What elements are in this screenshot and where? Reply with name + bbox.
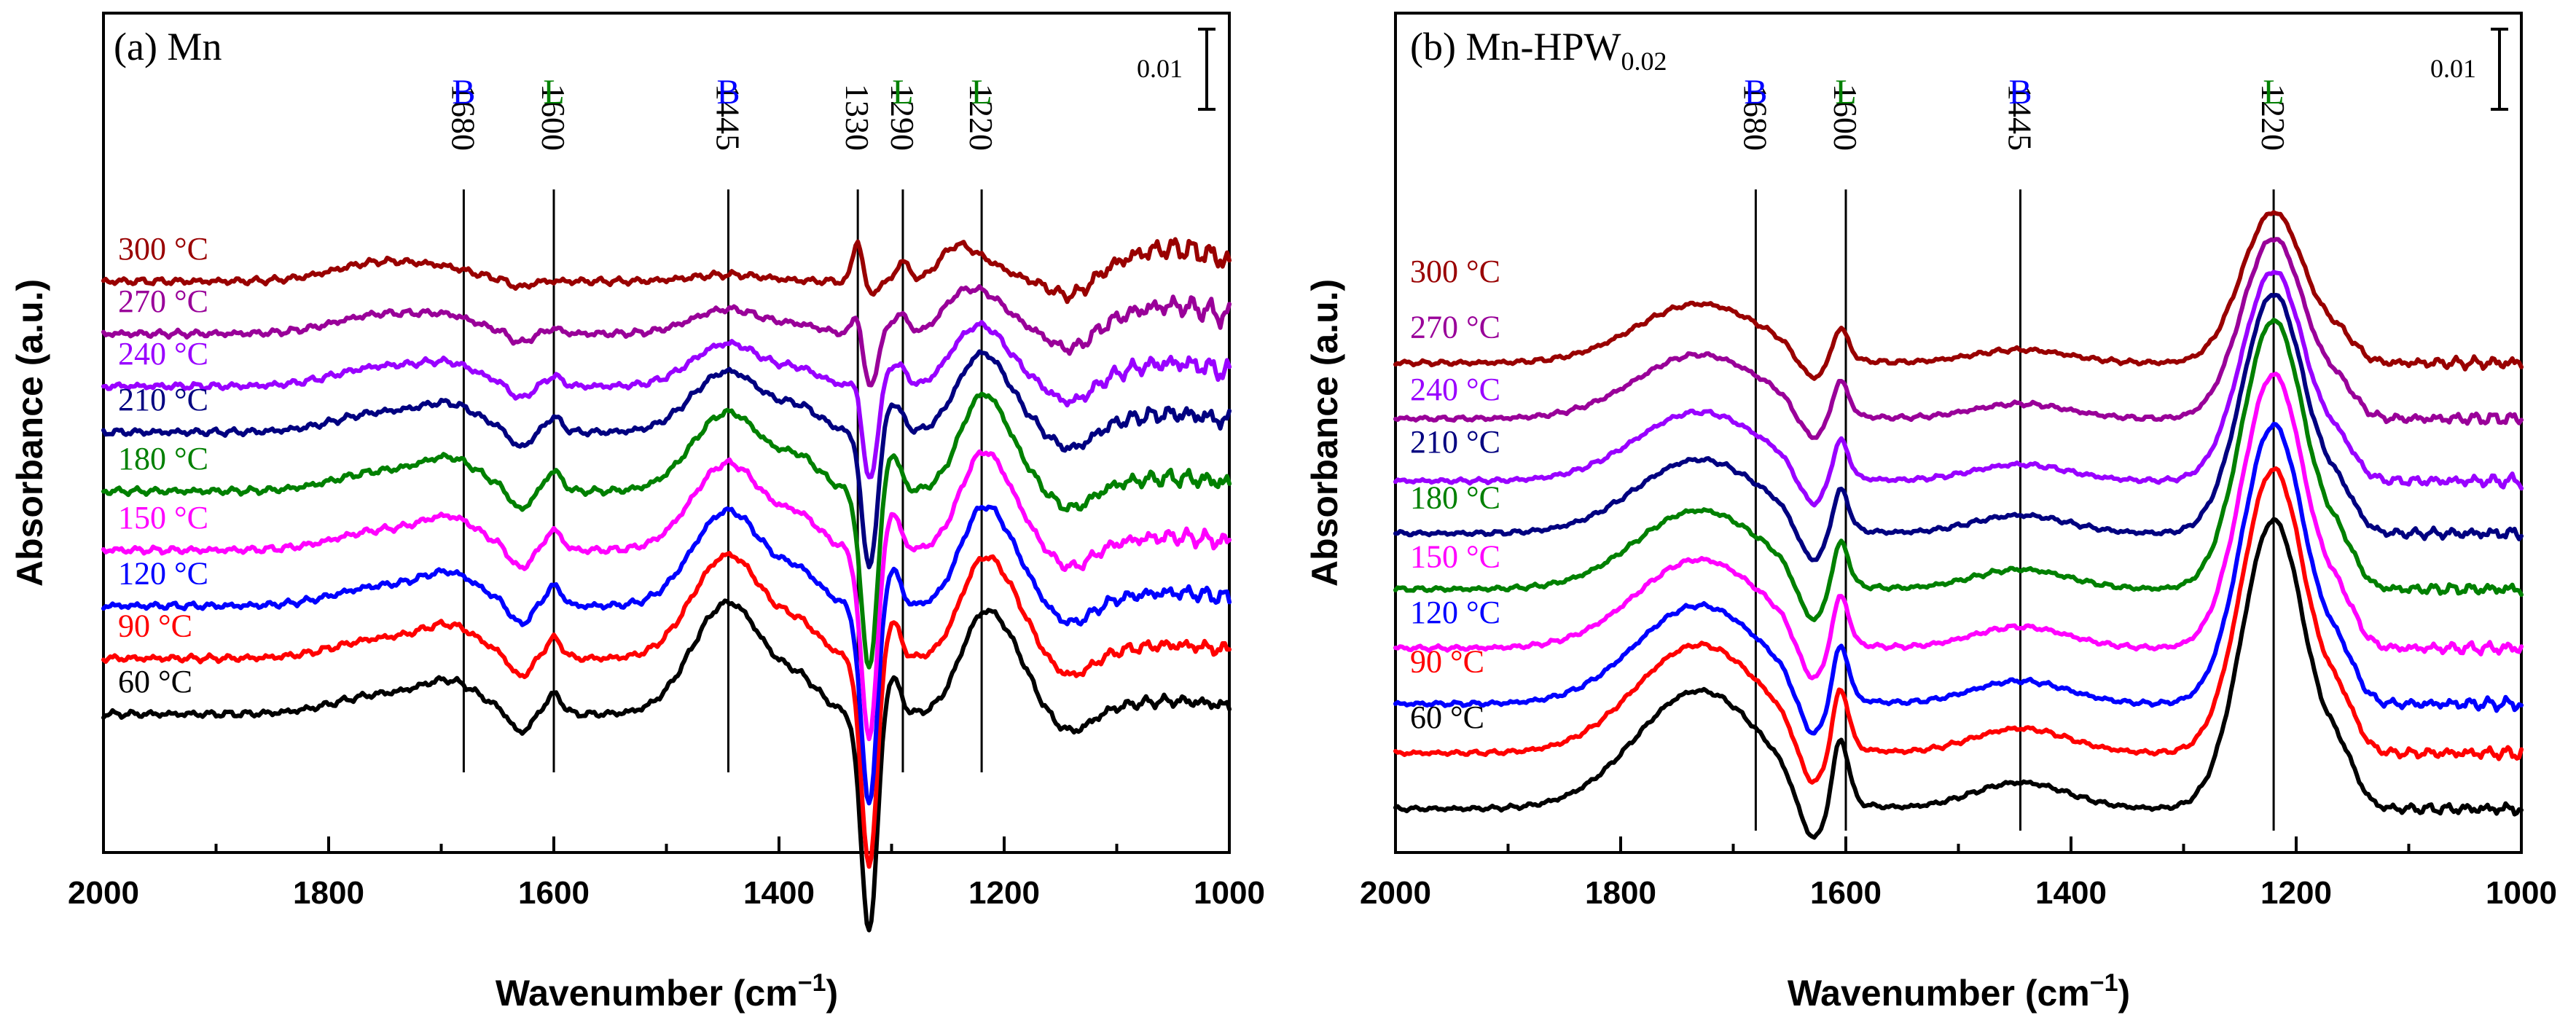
x-tick-label: 1000 bbox=[2486, 875, 2557, 911]
temperature-label: 90 °C bbox=[1410, 644, 1484, 680]
series-line-300 bbox=[101, 237, 1232, 305]
peak-type-label: B bbox=[716, 73, 740, 111]
series-line-210 bbox=[1393, 292, 2524, 563]
panel-b-temperature-labels: 60 °C 90 °C 120 °C 150 °C 180 °C 210 °C 240 °C… bbox=[1410, 254, 1500, 735]
panel-b-title: (b) Mn-HPW0.02 bbox=[1410, 25, 1667, 76]
x-tick-label: 1000 bbox=[1194, 875, 1265, 911]
x-tick-label: 1800 bbox=[1585, 875, 1656, 911]
panel-a: (a) Mn 0.01 Wavenumber (cm−1) Absorbance… bbox=[9, 12, 1265, 1014]
series-line-150 bbox=[101, 449, 1232, 742]
temperature-label: 270 °C bbox=[1410, 310, 1500, 345]
peak-wavenumber-label: 1445 bbox=[2001, 84, 2038, 151]
panel-a-series bbox=[101, 237, 1232, 933]
peak-wavenumber-label: 1330 bbox=[839, 84, 876, 151]
peak-wavenumber-label: 1220 bbox=[963, 84, 1000, 151]
x-tick-label: 1800 bbox=[293, 875, 364, 911]
series-line-300 bbox=[1393, 210, 2524, 381]
series-line-120 bbox=[101, 504, 1232, 806]
series-line-60 bbox=[101, 598, 1232, 933]
temperature-label: 300 °C bbox=[1410, 254, 1500, 289]
panel-a-y-axis-label: Absorbance (a.u.) bbox=[9, 279, 50, 587]
temperature-label: 270 °C bbox=[118, 283, 208, 319]
panel-a-title: (a) Mn bbox=[114, 25, 222, 68]
peak-wavenumber-label: 1445 bbox=[709, 84, 746, 151]
peak-wavenumber-label: 1290 bbox=[884, 84, 921, 151]
peak-wavenumber-label: 1680 bbox=[445, 84, 482, 151]
temperature-label: 120 °C bbox=[118, 556, 208, 592]
x-tick-label: 1600 bbox=[518, 875, 590, 911]
series-line-240 bbox=[1393, 270, 2524, 508]
peak-type-label: L bbox=[543, 73, 564, 111]
peak-type-label: B bbox=[1744, 73, 1767, 111]
peak-type-label: L bbox=[971, 73, 992, 111]
panel-b-x-axis-label: Wavenumber (cm−1) bbox=[1788, 969, 2130, 1014]
series-line-270 bbox=[101, 284, 1232, 388]
x-tick-label: 1200 bbox=[968, 875, 1040, 911]
temperature-label: 240 °C bbox=[1410, 372, 1500, 407]
series-line-60 bbox=[1393, 517, 2524, 840]
x-tick-label: 1400 bbox=[743, 875, 815, 911]
series-line-90 bbox=[101, 551, 1232, 869]
series-line-150 bbox=[1393, 372, 2524, 681]
panel-a-scale-bar: 0.01 bbox=[1137, 28, 1215, 111]
temperature-label: 210 °C bbox=[118, 382, 208, 418]
temperature-label: 300 °C bbox=[118, 231, 208, 267]
series-line-90 bbox=[1393, 466, 2524, 785]
peak-type-label: L bbox=[1835, 73, 1856, 111]
series-line-210 bbox=[101, 349, 1232, 570]
temperature-label: 180 °C bbox=[1410, 480, 1500, 516]
x-tick-label: 2000 bbox=[68, 875, 139, 911]
temperature-label: 120 °C bbox=[1410, 595, 1500, 630]
temperature-label: 150 °C bbox=[118, 500, 208, 536]
series-line-120 bbox=[1393, 421, 2524, 736]
panel-b: (b) Mn-HPW0.02 0.01 Wavenumber (cm−1) Ab… bbox=[1304, 12, 2557, 1014]
peak-type-label: L bbox=[892, 73, 913, 111]
peak-wavenumber-label: 1600 bbox=[1827, 84, 1864, 151]
temperature-label: 150 °C bbox=[1410, 539, 1500, 575]
peak-type-label: B bbox=[2008, 73, 2032, 111]
panel-b-title-main: (b) Mn-HPW bbox=[1410, 25, 1621, 68]
series-line-240 bbox=[101, 320, 1232, 479]
temperature-label: 60 °C bbox=[1410, 699, 1484, 735]
panel-b-series bbox=[1393, 210, 2524, 840]
x-tick-label: 1400 bbox=[2035, 875, 2107, 911]
peak-wavenumber-label: 1220 bbox=[2255, 84, 2292, 151]
temperature-label: 210 °C bbox=[1410, 424, 1500, 460]
temperature-label: 60 °C bbox=[118, 664, 192, 699]
peak-type-label: B bbox=[452, 73, 475, 111]
series-line-180 bbox=[101, 391, 1232, 670]
peak-type-label: L bbox=[2263, 73, 2284, 111]
panel-a-temperature-labels: 60 °C 90 °C 120 °C 150 °C 180 °C 210 °C 240 °C… bbox=[118, 231, 208, 699]
peak-wavenumber-label: 1680 bbox=[1737, 84, 1774, 151]
panel-b-y-axis-label: Absorbance (a.u.) bbox=[1304, 279, 1345, 587]
temperature-label: 90 °C bbox=[118, 608, 192, 644]
temperature-label: 240 °C bbox=[118, 336, 208, 372]
temperature-label: 180 °C bbox=[118, 441, 208, 477]
panel-a-x-axis-label: Wavenumber (cm−1) bbox=[496, 969, 838, 1014]
panel-b-scale-bar: 0.01 bbox=[2430, 28, 2508, 111]
scale-bar-label: 0.01 bbox=[2430, 54, 2476, 83]
series-line-270 bbox=[1393, 237, 2524, 440]
x-tick-label: 1600 bbox=[1810, 875, 1882, 911]
panel-a-x-ticks: 2000 1800 1600 1400 1200 1000 bbox=[68, 836, 1265, 911]
x-tick-label: 2000 bbox=[1360, 875, 1431, 911]
panel-b-x-ticks: 2000 1800 1600 1400 1200 1000 bbox=[1360, 836, 2557, 911]
peak-wavenumber-label: 1600 bbox=[535, 84, 572, 151]
x-tick-label: 1200 bbox=[2260, 875, 2332, 911]
series-line-180 bbox=[1393, 318, 2524, 622]
panel-b-title-subscript: 0.02 bbox=[1621, 47, 1667, 76]
panel-b-frame bbox=[1394, 12, 2523, 854]
scale-bar-label: 0.01 bbox=[1137, 54, 1183, 83]
